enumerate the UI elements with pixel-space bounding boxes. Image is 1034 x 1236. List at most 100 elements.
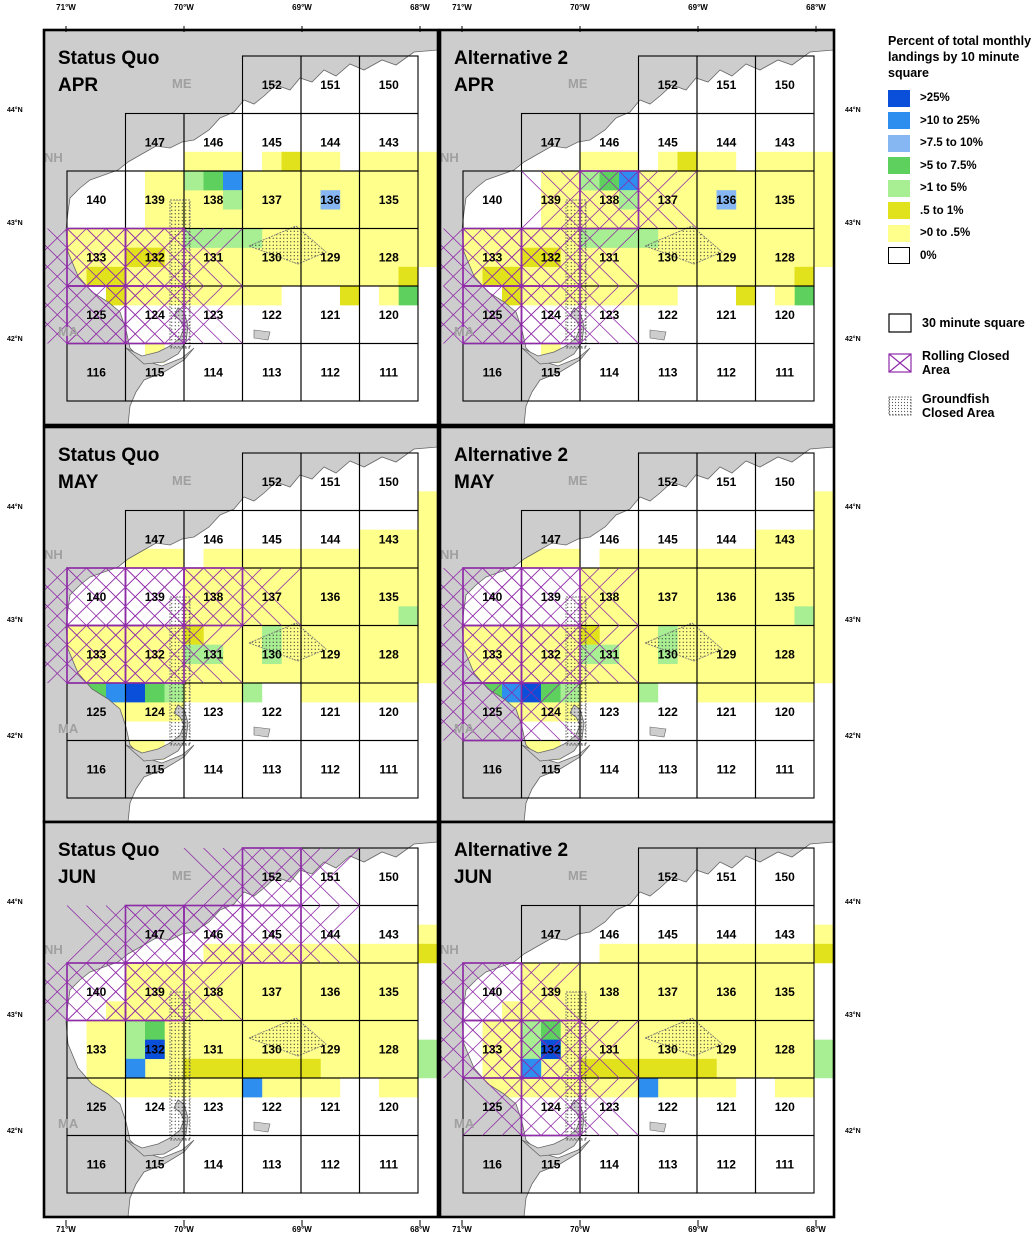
landings-cell xyxy=(125,1078,185,1098)
square-number: 132 xyxy=(541,250,561,264)
square-number: 143 xyxy=(775,927,795,941)
landings-cell xyxy=(418,228,438,268)
landings-cell xyxy=(418,171,438,229)
square-number: 123 xyxy=(203,1100,223,1114)
square-number: 140 xyxy=(86,985,106,999)
legend-class-label: >1 to 5% xyxy=(920,182,967,195)
square-number: 116 xyxy=(483,762,503,776)
landings-cell xyxy=(418,568,438,626)
square-number: 113 xyxy=(658,1157,678,1171)
landings-cell xyxy=(814,943,834,964)
lat-label: 42°N xyxy=(845,1127,861,1135)
square-number: 150 xyxy=(775,475,795,489)
lon-label: 71°W xyxy=(56,1225,76,1234)
landings-cell xyxy=(521,548,581,569)
square-number: 151 xyxy=(716,78,736,92)
landings-cell xyxy=(359,1020,419,1079)
legend-class: 0% xyxy=(888,245,1034,268)
landings-cell xyxy=(184,171,204,191)
panel-title: Status Quo xyxy=(58,48,159,69)
landings-cell xyxy=(755,683,815,703)
square-number: 143 xyxy=(775,532,795,546)
square-number: 128 xyxy=(775,250,795,264)
square-number: 130 xyxy=(262,250,282,264)
landings-cell xyxy=(580,683,639,703)
square-number: 136 xyxy=(716,985,736,999)
square-number: 113 xyxy=(658,762,678,776)
rolling-closed-area xyxy=(521,170,698,230)
lat-label: 42°N xyxy=(7,335,23,343)
square-number: 124 xyxy=(145,705,165,719)
panel-month: JUN xyxy=(58,867,96,888)
square-number: 146 xyxy=(203,927,223,941)
square-number: 131 xyxy=(599,1042,619,1056)
map-figure: 71°W 70°W 69°W 68°W 71°W 70°W 69°W 68°W 71°W 70°W… xyxy=(7,3,861,1234)
landings-cell xyxy=(638,548,698,569)
rolling-closed-area xyxy=(66,962,243,1022)
square-number: 137 xyxy=(262,590,282,604)
square-number: 133 xyxy=(482,250,502,264)
landings-cell xyxy=(184,683,243,703)
square-number: 131 xyxy=(203,250,223,264)
square-number: 113 xyxy=(262,365,282,379)
square-number: 115 xyxy=(145,762,165,776)
lat-label: 42°N xyxy=(7,1127,23,1135)
landings-cell xyxy=(814,625,834,684)
landings-cell xyxy=(203,943,243,964)
square-number: 145 xyxy=(262,135,282,149)
state-label-me: ME xyxy=(172,868,192,883)
square-number: 139 xyxy=(541,193,561,207)
square-number: 122 xyxy=(658,1100,678,1114)
landings-cell xyxy=(638,963,698,1021)
square-number: 129 xyxy=(320,1042,340,1056)
square-number: 139 xyxy=(145,590,165,604)
landings-cell xyxy=(775,286,795,306)
square-number: 122 xyxy=(658,308,678,322)
landings-cell xyxy=(814,171,834,229)
legend-class: >1 to 5% xyxy=(888,177,1034,200)
panel-month: MAY xyxy=(454,472,495,493)
legend-class: >10 to 25% xyxy=(888,110,1034,133)
nantucket xyxy=(253,329,271,341)
square-number: 150 xyxy=(379,870,399,884)
landings-cell xyxy=(359,625,419,684)
landings-cell xyxy=(697,1058,717,1079)
rolling-closed-area xyxy=(462,1077,639,1137)
square-number: 131 xyxy=(203,1042,223,1056)
square-number: 116 xyxy=(87,365,107,379)
lon-label: 69°W xyxy=(688,1225,708,1234)
square-number: 130 xyxy=(658,250,678,264)
landings-cell xyxy=(242,683,263,703)
square-number: 121 xyxy=(716,1100,736,1114)
grid-square xyxy=(754,1134,815,1194)
square-number: 123 xyxy=(599,1100,619,1114)
square-number: 151 xyxy=(716,475,736,489)
square-number: 144 xyxy=(320,927,340,941)
landings-cell xyxy=(418,943,438,964)
land-area xyxy=(44,30,438,425)
land-area xyxy=(44,822,438,1217)
square-number: 116 xyxy=(483,1157,503,1171)
landings-cell xyxy=(814,568,834,626)
square-number: 152 xyxy=(658,475,678,489)
lat-label: 43°N xyxy=(845,219,861,227)
landings-cell xyxy=(418,491,438,511)
landings-cell xyxy=(418,1039,438,1079)
panel-title: Status Quo xyxy=(58,445,159,466)
landings-cell xyxy=(301,151,341,172)
lon-label: 71°W xyxy=(452,1225,472,1234)
map-panel: 152 151 150 147 146 145 144 143 140 139 138 137 136 1… xyxy=(44,30,438,425)
square-number: 146 xyxy=(203,532,223,546)
landings-cell xyxy=(125,247,165,268)
square-number: 130 xyxy=(658,1042,678,1056)
square-number: 132 xyxy=(145,250,165,264)
square-number: 136 xyxy=(320,985,340,999)
lon-label: 69°W xyxy=(292,1225,312,1234)
landings-cell xyxy=(379,286,399,306)
state-label-nh: NH xyxy=(44,547,63,562)
legend-swatch xyxy=(888,134,910,152)
square-number: 133 xyxy=(86,250,106,264)
square-number: 129 xyxy=(320,647,340,661)
landings-cell xyxy=(184,1078,243,1098)
square-number: 139 xyxy=(145,193,165,207)
